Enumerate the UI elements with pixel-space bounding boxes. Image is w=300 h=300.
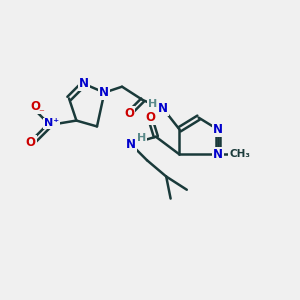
Text: CH₃: CH₃ bbox=[229, 149, 250, 159]
Text: H: H bbox=[148, 99, 158, 110]
Text: N: N bbox=[79, 77, 89, 90]
Text: N: N bbox=[213, 123, 223, 136]
Text: N: N bbox=[213, 148, 223, 161]
Text: N: N bbox=[126, 138, 136, 151]
Text: O: O bbox=[31, 100, 41, 113]
Text: N: N bbox=[99, 86, 110, 99]
Text: N⁺: N⁺ bbox=[44, 118, 59, 128]
Text: O: O bbox=[145, 111, 155, 124]
Text: ⁻: ⁻ bbox=[39, 108, 45, 118]
Text: O: O bbox=[124, 107, 134, 120]
Text: N: N bbox=[158, 102, 168, 115]
Text: O: O bbox=[26, 136, 36, 149]
Text: H: H bbox=[136, 133, 146, 143]
